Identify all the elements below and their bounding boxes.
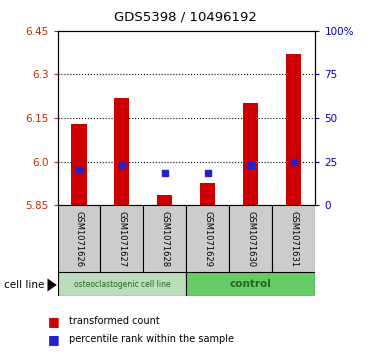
Bar [157,195,173,205]
Text: GSM1071626: GSM1071626 [75,211,83,267]
Bar [243,103,259,205]
Text: GSM1071628: GSM1071628 [160,211,170,267]
Text: GSM1071631: GSM1071631 [289,211,298,267]
Bar [101,205,144,272]
Bar [58,205,101,272]
Bar [229,205,272,272]
Bar [144,205,186,272]
Text: cell line: cell line [4,280,44,290]
Text: GSM1071630: GSM1071630 [246,211,255,267]
Bar [272,205,315,272]
Text: GSM1071629: GSM1071629 [203,211,213,267]
Bar [114,98,129,205]
Text: control: control [230,279,272,289]
Bar [72,124,86,205]
Bar [187,272,315,296]
Bar [187,205,229,272]
Text: ■: ■ [48,333,60,346]
Text: osteoclastogenic cell line: osteoclastogenic cell line [74,280,170,289]
Text: ■: ■ [48,315,60,328]
Polygon shape [47,278,57,291]
Text: transformed count: transformed count [69,316,160,326]
Bar [58,272,187,296]
Text: percentile rank within the sample: percentile rank within the sample [69,334,234,344]
Text: GDS5398 / 10496192: GDS5398 / 10496192 [114,11,257,24]
Bar [286,54,301,205]
Bar [200,183,216,205]
Text: GSM1071627: GSM1071627 [118,211,127,267]
